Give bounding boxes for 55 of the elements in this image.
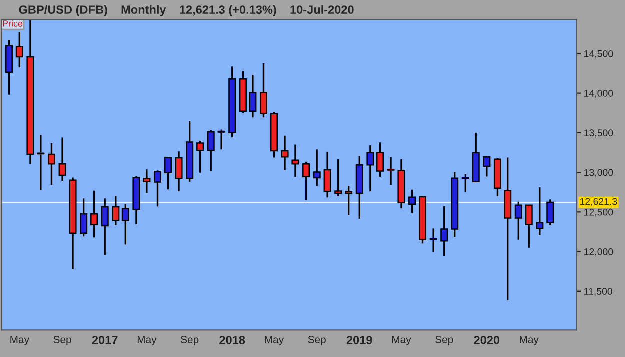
candlestick — [514, 201, 522, 241]
candlestick — [90, 190, 98, 238]
candlestick — [334, 158, 342, 198]
x-tick-label: May — [10, 336, 30, 346]
candlestick — [536, 186, 544, 236]
y-tick-label: 12,000 — [584, 248, 614, 257]
candlestick — [112, 195, 120, 226]
candlestick — [408, 189, 416, 214]
x-tick-label: Sep — [181, 336, 199, 346]
ref-line-label: 12,621.3 — [580, 198, 618, 206]
annotation: Price — [3, 20, 23, 27]
y-tick-label: 13,500 — [584, 130, 614, 138]
candlestick — [281, 135, 289, 172]
candlestick — [366, 144, 374, 192]
y-tick-label: 13,000 — [584, 169, 614, 178]
candlestick — [483, 155, 491, 178]
candlestick — [154, 170, 162, 208]
x-tick-label: 2020 — [474, 336, 500, 344]
candlestick — [48, 142, 56, 186]
candlestick — [376, 142, 384, 178]
x-tick-label: Sep — [436, 336, 454, 346]
y-tick-label: 12,500 — [584, 208, 614, 217]
y-tick-label: 11,500 — [584, 288, 612, 296]
candlestick — [302, 161, 310, 202]
x-tick-label: 2017 — [92, 336, 118, 344]
candlestick — [525, 204, 533, 249]
candlestick — [80, 198, 88, 238]
candlestick — [249, 74, 257, 118]
candlestick — [207, 130, 215, 172]
candlestick — [440, 206, 448, 257]
x-tick-label: May — [392, 336, 412, 346]
candlestick — [196, 140, 204, 174]
candlestick — [546, 198, 554, 226]
y-tick-label: 14,000 — [584, 90, 614, 98]
candlestick — [313, 148, 321, 187]
x-tick-label: May — [520, 336, 539, 346]
chart-title: GBP/USD (DFB) Monthly 12,621.3 (+0.13%) 10-Jul-2020 — [19, 5, 354, 16]
candlestick — [101, 198, 109, 256]
candlestick — [324, 151, 332, 199]
candlestick — [260, 62, 268, 118]
candlestick — [16, 31, 24, 68]
candlestick — [345, 185, 353, 216]
candlestick — [164, 156, 172, 190]
x-tick-label: Sep — [54, 336, 72, 346]
candlestick — [292, 144, 300, 178]
candlestick — [143, 168, 151, 194]
x-tick-label: May — [265, 336, 284, 346]
y-tick-label: 14,500 — [584, 50, 614, 58]
x-tick-label: May — [138, 336, 157, 346]
x-tick-label: 2018 — [220, 336, 246, 344]
x-tick-label: 2019 — [346, 336, 372, 344]
candlestick — [122, 204, 130, 246]
x-tick-label: Sep — [308, 336, 326, 346]
candlestick — [58, 136, 66, 182]
candlestick — [175, 150, 183, 192]
